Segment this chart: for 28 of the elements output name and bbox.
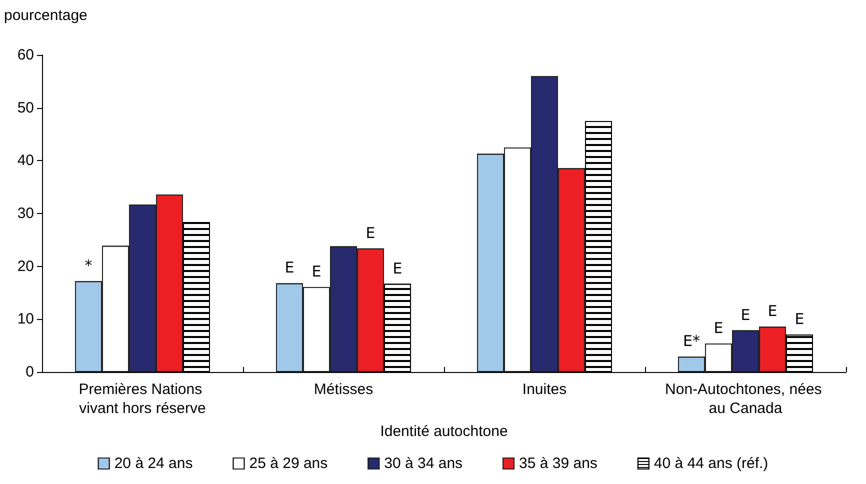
legend-label: 30 à 34 ans <box>384 455 463 472</box>
y-tick-label: 10 <box>17 310 34 328</box>
x-tick-label: Inuites <box>522 381 567 398</box>
legend-label: 40 à 44 ans (réf.) <box>654 455 768 472</box>
data-label: * <box>84 256 93 275</box>
legend-label: 20 à 24 ans <box>114 455 193 472</box>
x-tick-label: Non-Autochtones, nées au Canada <box>665 381 826 417</box>
data-label: E <box>284 258 294 277</box>
data-label: E <box>714 318 724 337</box>
data-label: E* <box>683 332 700 350</box>
y-axis-title: pourcentage <box>4 7 88 24</box>
y-tick-label: 30 <box>17 205 34 222</box>
data-label: E <box>392 259 402 278</box>
x-tick-label: Métisses <box>314 381 374 398</box>
data-label: E <box>768 302 778 320</box>
data-label: E <box>794 310 804 328</box>
data-label: E <box>366 224 376 242</box>
legend-label: 35 à 39 ans <box>519 455 598 472</box>
legend-label: 25 à 29 ans <box>249 455 328 472</box>
y-tick-label: 20 <box>17 258 34 275</box>
y-tick-label: 40 <box>17 152 34 170</box>
x-axis-title: Identité autochtone <box>380 423 508 440</box>
y-tick-label: 50 <box>17 99 34 116</box>
data-label: E <box>740 306 750 324</box>
y-tick-label: 0 <box>26 364 34 380</box>
y-tick-label: 60 <box>17 46 34 64</box>
x-tick-label: Premières Nations vivant hors réserve <box>78 381 206 417</box>
data-label: E <box>312 262 322 280</box>
